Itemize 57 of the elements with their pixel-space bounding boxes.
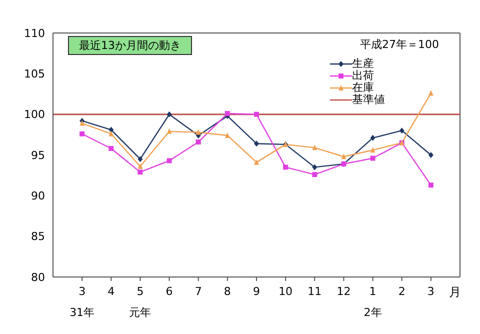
x-tick-label: 4	[108, 285, 115, 298]
y-tick-label: 85	[31, 230, 45, 244]
x-tick-label: 6	[166, 285, 173, 298]
y-tick-label: 110	[24, 26, 45, 40]
x-tick-label: 3 31年	[70, 285, 95, 319]
y-tick-label: 95	[31, 148, 45, 162]
y-tick-label: 100	[24, 108, 45, 122]
legend-label: 出荷	[352, 69, 374, 82]
x-tick-label: 11	[308, 285, 322, 298]
point	[283, 164, 288, 170]
point	[224, 111, 230, 116]
legend-label: 在庫	[352, 81, 374, 94]
point	[108, 130, 114, 136]
point	[254, 140, 259, 147]
point	[399, 128, 404, 134]
point	[312, 144, 318, 150]
point	[428, 90, 434, 96]
y-tick-label: 80	[31, 270, 45, 284]
point	[370, 147, 376, 153]
point	[166, 128, 172, 134]
x-tick-label: 5 元年	[129, 285, 152, 319]
text: 最近13か月間の動き	[68, 36, 192, 55]
point	[312, 164, 318, 170]
point	[108, 126, 114, 133]
point	[428, 182, 434, 188]
point	[166, 111, 172, 118]
x-tick-label: 3	[427, 285, 434, 298]
x-tick-label: 7	[194, 285, 202, 298]
point	[196, 129, 201, 135]
legend-label: 生産	[352, 57, 374, 70]
point	[138, 170, 143, 175]
point	[166, 158, 172, 164]
x-axis-title: 月	[449, 284, 461, 301]
point	[138, 156, 143, 162]
point	[224, 132, 230, 138]
point	[341, 154, 346, 160]
point	[312, 172, 318, 178]
x-tick-label: 9	[253, 285, 260, 298]
point	[138, 163, 143, 169]
point	[254, 112, 259, 117]
y-tick-label: 105	[24, 68, 45, 81]
point	[80, 131, 85, 136]
y-tick-label: 90	[31, 190, 45, 203]
point	[108, 146, 114, 151]
x-tick-label: 12	[336, 285, 351, 298]
point	[370, 134, 376, 141]
legend-label: 基準値	[352, 93, 385, 106]
text: 平成27年＝100	[360, 37, 439, 52]
point	[370, 156, 376, 161]
point	[196, 139, 201, 144]
x-tick-label: 10	[278, 285, 293, 298]
point	[428, 152, 434, 158]
x-tick-label: 1 2年	[364, 285, 382, 319]
point	[80, 120, 85, 126]
x-tick-label: 2	[398, 285, 406, 298]
x-tick-label: 8	[224, 285, 231, 298]
point	[254, 159, 259, 165]
